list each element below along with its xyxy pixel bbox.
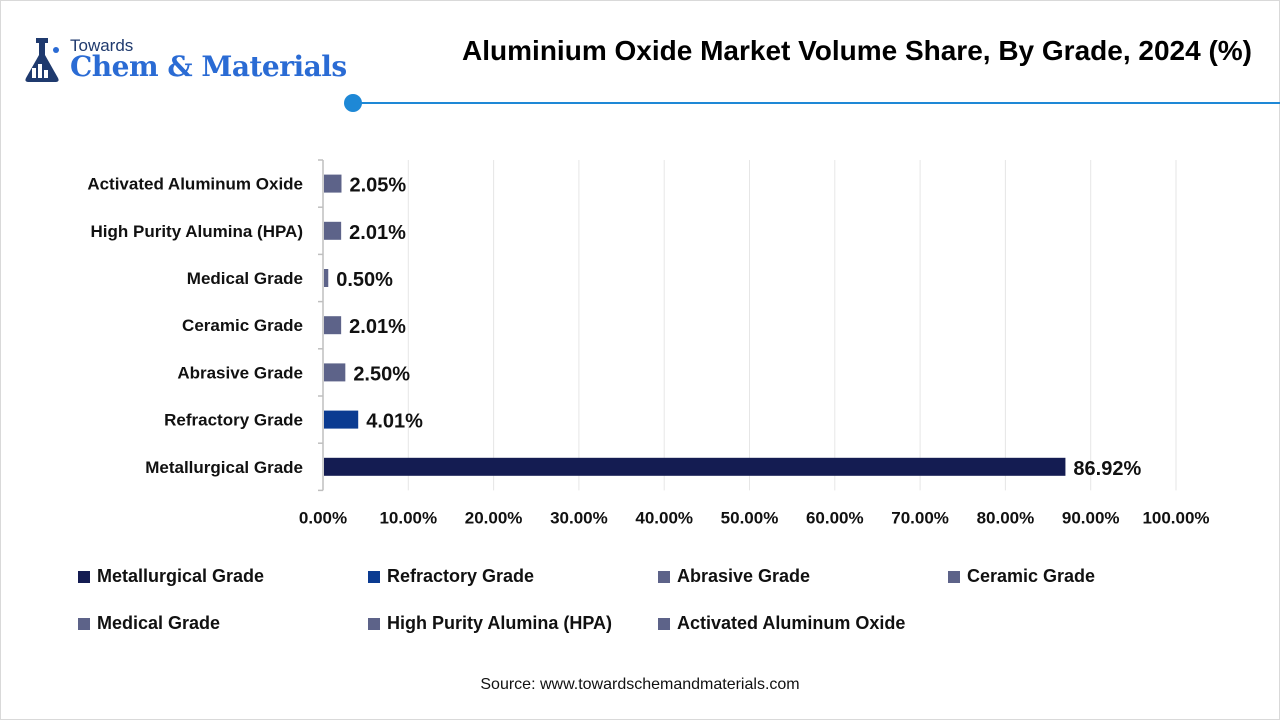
data-label: 2.01%: [349, 316, 406, 338]
title-rule-line: [354, 102, 1280, 104]
x-tick-label: 0.00%: [299, 508, 347, 527]
legend-item: Activated Aluminum Oxide: [658, 613, 905, 634]
legend-swatch: [78, 617, 90, 630]
data-label: 2.05%: [349, 175, 406, 197]
legend-swatch: [948, 570, 960, 583]
bar: [324, 363, 346, 382]
legend-item: High Purity Alumina (HPA): [368, 613, 612, 634]
x-tick-label: 30.00%: [550, 508, 608, 527]
x-tick-label: 60.00%: [806, 508, 864, 527]
category-label: Abrasive Grade: [177, 363, 303, 382]
x-tick-label: 90.00%: [1062, 508, 1120, 527]
x-tick-label: 10.00%: [379, 508, 437, 527]
legend-item: Refractory Grade: [368, 566, 534, 587]
x-tick-label: 20.00%: [465, 508, 523, 527]
x-tick-label: 100.00%: [1142, 508, 1209, 527]
legend-swatch: [658, 570, 670, 583]
data-label: 2.50%: [353, 363, 410, 385]
legend-label: Ceramic Grade: [967, 566, 1096, 586]
category-label: Metallurgical Grade: [145, 458, 303, 477]
logo-text-towards: Towards: [70, 36, 134, 55]
category-label: High Purity Alumina (HPA): [91, 222, 304, 241]
logo-text-main: Chem & Materials: [70, 50, 347, 83]
legend-label: Medical Grade: [97, 613, 221, 633]
legend-label: Refractory Grade: [387, 566, 535, 586]
legend-label: Abrasive Grade: [677, 566, 811, 586]
category-label: Activated Aluminum Oxide: [87, 175, 303, 194]
x-tick-label: 50.00%: [721, 508, 779, 527]
category-label: Refractory Grade: [164, 411, 303, 430]
legend-item: Abrasive Grade: [658, 566, 810, 587]
legend-label: Metallurgical Grade: [97, 566, 265, 586]
legend-swatch: [78, 570, 90, 583]
bar: [324, 269, 329, 287]
x-tick-label: 70.00%: [891, 508, 949, 527]
legend-item: Medical Grade: [78, 613, 220, 634]
category-label: Ceramic Grade: [182, 316, 303, 335]
bar: [324, 221, 342, 240]
x-tick-label: 80.00%: [977, 508, 1035, 527]
bar: [324, 174, 342, 193]
legend-item: Ceramic Grade: [948, 566, 1095, 587]
title-rule-dot: [344, 94, 362, 112]
bar: [324, 457, 1066, 476]
chart-legend: Metallurgical Grade Refractory Grade Abras…: [78, 566, 1258, 646]
brand-logo: Towards Chem & Materials: [22, 36, 347, 86]
data-label: 2.01%: [349, 222, 406, 244]
legend-label: High Purity Alumina (HPA): [387, 613, 612, 633]
bar: [324, 316, 342, 335]
source-note: Source: www.towardschemandmaterials.com: [480, 676, 800, 693]
legend-label: Activated Aluminum Oxide: [677, 613, 906, 633]
data-label: 86.92%: [1073, 458, 1141, 480]
bar-chart: 0.00% 10.00% 20.00% 30.00% 40.00% 50.00% 60.00…: [87, 159, 1210, 527]
legend-swatch: [368, 617, 380, 630]
flask-chart-icon: [25, 38, 59, 82]
legend-swatch: [368, 570, 380, 583]
x-tick-label: 40.00%: [635, 508, 693, 527]
legend-item: Metallurgical Grade: [78, 566, 264, 587]
data-label: 0.50%: [336, 269, 393, 291]
category-label: Medical Grade: [187, 269, 303, 288]
data-label: 4.01%: [366, 411, 423, 433]
legend-swatch: [658, 617, 670, 630]
chart-title: Aluminium Oxide Market Volume Share, By …: [462, 35, 1252, 66]
bar: [324, 410, 359, 429]
